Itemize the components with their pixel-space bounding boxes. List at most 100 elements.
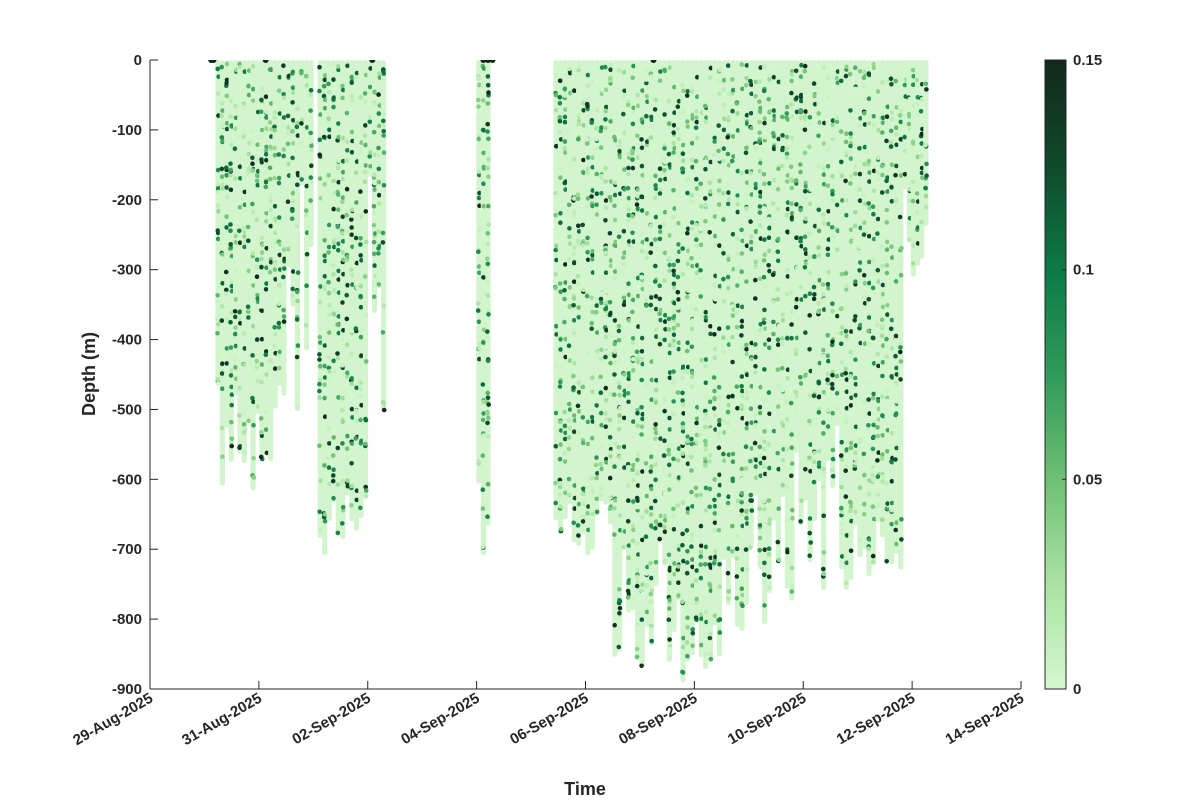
data-point (671, 412, 676, 417)
data-point (721, 78, 727, 83)
data-point (575, 192, 581, 197)
data-point (820, 402, 826, 408)
data-point (598, 145, 604, 150)
data-point (229, 419, 234, 425)
data-point (368, 66, 373, 71)
data-point (681, 88, 686, 94)
data-point (327, 368, 333, 374)
data-point (318, 284, 323, 289)
data-point (667, 580, 673, 586)
data-point (321, 83, 327, 89)
data-point (229, 279, 235, 284)
data-point (299, 121, 304, 126)
data-point (585, 441, 591, 447)
data-point (807, 347, 812, 352)
data-point (807, 115, 813, 120)
data-point (557, 129, 563, 134)
data-point (228, 173, 233, 178)
data-point (840, 509, 845, 515)
data-point (644, 255, 650, 261)
data-point (798, 169, 803, 175)
data-point (662, 278, 667, 283)
data-point (748, 366, 753, 372)
data-point (789, 565, 795, 571)
data-point (689, 436, 694, 442)
data-point (770, 131, 776, 136)
data-point (281, 314, 287, 319)
data-point (363, 123, 368, 128)
data-point (923, 193, 929, 199)
data-point (648, 308, 653, 314)
data-point (335, 351, 340, 356)
data-point (808, 442, 813, 447)
data-point (821, 182, 827, 187)
data-point (562, 220, 568, 225)
data-point (276, 88, 282, 93)
data-point (680, 142, 686, 148)
data-point (295, 172, 301, 178)
data-point (820, 282, 826, 287)
data-point (276, 180, 282, 186)
data-point (657, 311, 662, 317)
data-point (576, 305, 581, 310)
data-point (276, 152, 282, 157)
data-point (807, 516, 813, 521)
data-point (285, 141, 291, 147)
data-point (626, 281, 631, 287)
data-point (686, 248, 691, 254)
data-point (766, 498, 772, 503)
data-point (739, 227, 744, 233)
data-point (658, 489, 663, 495)
data-point (621, 94, 626, 99)
data-point (689, 89, 695, 94)
data-point (762, 439, 767, 445)
cast-profile (839, 60, 845, 570)
data-point (604, 305, 609, 311)
data-point (826, 342, 832, 348)
data-point (703, 159, 708, 164)
data-point (353, 235, 359, 241)
data-point (607, 506, 613, 512)
data-point (835, 405, 840, 411)
data-point (663, 513, 668, 519)
data-point (675, 104, 681, 109)
data-point (712, 139, 717, 144)
data-point (825, 183, 831, 188)
data-point (685, 410, 690, 415)
data-point (322, 414, 328, 420)
data-point (762, 507, 767, 512)
data-point (870, 553, 876, 559)
data-point (852, 187, 858, 192)
data-point (712, 613, 718, 619)
data-point (553, 476, 559, 481)
data-point (589, 295, 594, 301)
data-point (744, 206, 749, 211)
data-point (875, 433, 881, 439)
data-point (358, 253, 364, 258)
data-point (331, 368, 337, 374)
data-point (879, 190, 885, 195)
data-point (748, 458, 753, 464)
data-point (340, 199, 345, 205)
data-point (907, 237, 912, 242)
data-point (228, 242, 233, 247)
data-point (281, 153, 287, 159)
data-point (807, 553, 812, 558)
data-point (744, 450, 750, 456)
x-tick-label: 29-Aug-2025 (70, 690, 156, 749)
data-point (317, 443, 322, 449)
data-point (798, 74, 804, 79)
data-point (595, 348, 600, 354)
data-point (322, 512, 328, 517)
data-point (739, 170, 744, 176)
data-point (671, 150, 676, 155)
data-point (630, 309, 635, 315)
data-point (627, 242, 632, 247)
data-point (228, 355, 233, 360)
data-point (739, 491, 745, 496)
data-point (721, 217, 726, 222)
data-point (830, 198, 836, 203)
data-point (662, 112, 667, 117)
data-point (847, 71, 853, 77)
data-point (685, 119, 690, 124)
